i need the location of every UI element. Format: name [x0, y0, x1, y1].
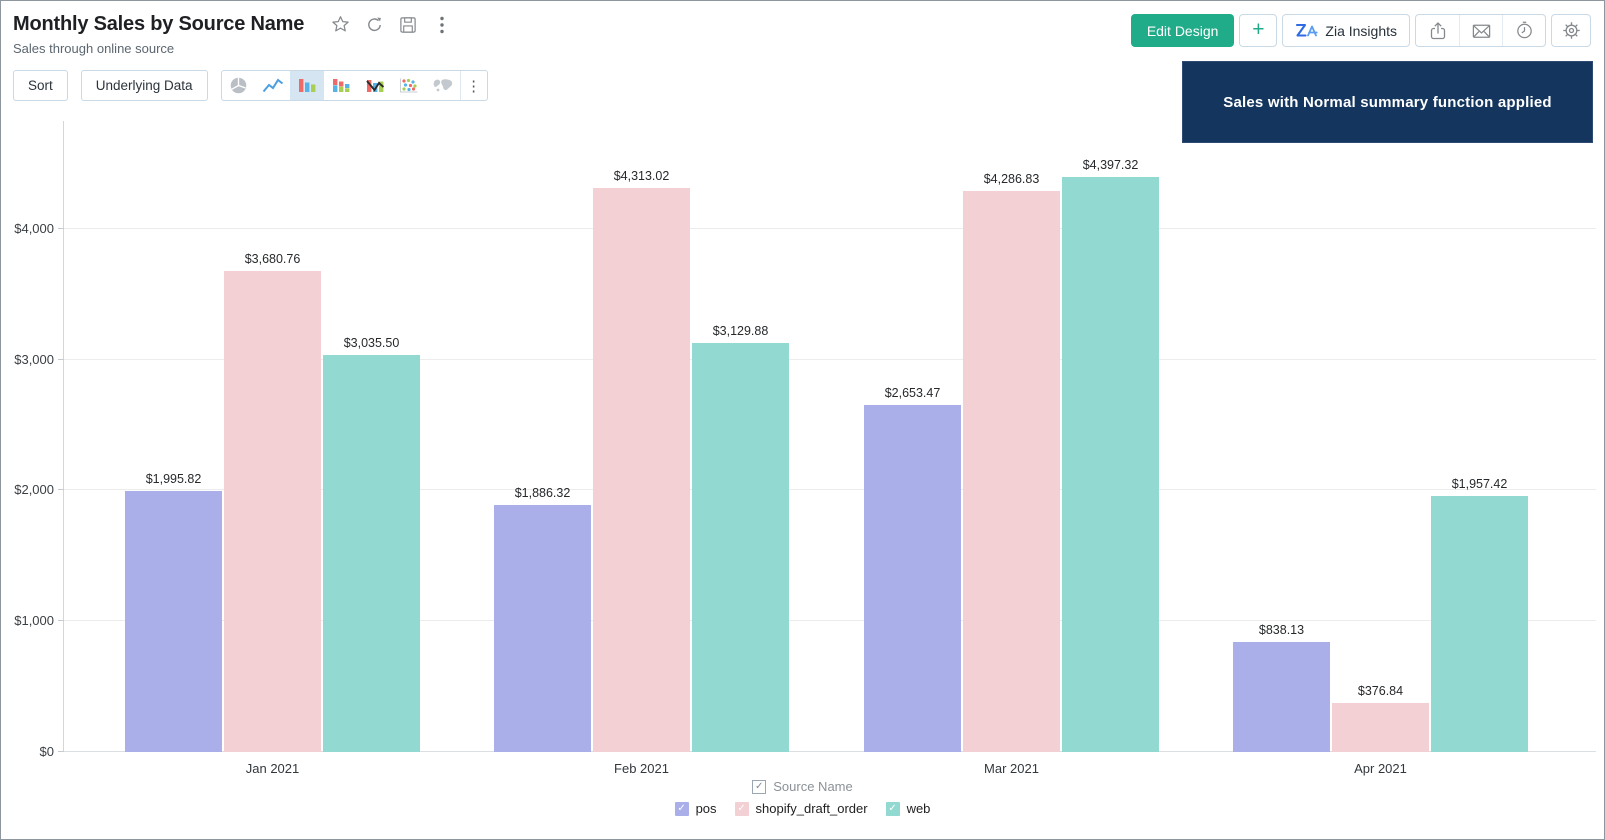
legend-label: shopify_draft_order: [755, 801, 868, 816]
favorite-star-icon[interactable]: [330, 15, 350, 35]
y-axis-tick-label: $4,000: [14, 221, 54, 236]
add-button[interactable]: +: [1239, 14, 1278, 47]
x-axis-label: Mar 2021: [984, 761, 1039, 776]
refresh-icon[interactable]: [364, 15, 384, 35]
legend-label: web: [906, 801, 931, 816]
bar-value-label: $1,995.82: [145, 472, 202, 486]
report-header: Monthly Sales by Source Name Sales throu…: [13, 13, 452, 56]
y-axis-tick: [58, 751, 64, 752]
bar-value-label: $1,957.42: [1451, 477, 1508, 491]
gridline: [64, 228, 1596, 229]
page-title: Monthly Sales by Source Name: [13, 13, 305, 35]
legend-label: pos: [695, 801, 717, 816]
y-axis-tick: [58, 359, 64, 360]
bar-value-label: $838.13: [1258, 623, 1305, 637]
bar-web[interactable]: $3,035.50: [323, 336, 420, 752]
bar-value-label: $3,129.88: [712, 324, 769, 338]
legend-checkbox-web[interactable]: ✓: [885, 801, 900, 816]
alert-schedule-icon[interactable]: [1502, 15, 1545, 46]
combination-chart-icon[interactable]: [358, 71, 392, 100]
bar-shopify_draft_order[interactable]: $3,680.76: [224, 252, 321, 752]
bar-pos[interactable]: $2,653.47: [864, 386, 961, 752]
insight-banner: Sales with Normal summary function appli…: [1182, 61, 1593, 143]
legend-checkbox-shopify_draft_order[interactable]: ✓: [734, 801, 749, 816]
x-axis-label: Apr 2021: [1354, 761, 1407, 776]
gridline: [64, 751, 1596, 752]
page-subtitle: Sales through online source: [13, 41, 175, 56]
chart-legend: ✓ Source Name ✓ pos ✓ shopify_draft_order ✓ w…: [1, 779, 1604, 816]
gridline: [64, 489, 1596, 490]
gridline: [64, 620, 1596, 621]
y-axis-tick: [58, 228, 64, 229]
y-axis-tick-label: $2,000: [14, 482, 54, 497]
zia-logo-icon: [1295, 22, 1319, 39]
x-axis-label: Feb 2021: [614, 761, 669, 776]
bar-value-label: $4,286.83: [983, 172, 1040, 186]
zia-insights-label: Zia Insights: [1325, 22, 1397, 39]
bar-pos[interactable]: $1,886.32: [494, 486, 591, 752]
bar-value-label: $4,397.32: [1082, 158, 1139, 172]
chart-toolbar: Sort Underlying Data ⋮: [13, 70, 488, 101]
bar-value-label: $3,035.50: [343, 336, 400, 350]
edit-design-button[interactable]: Edit Design: [1130, 14, 1235, 47]
bar-chart-icon[interactable]: [289, 71, 324, 100]
bar-shopify_draft_order[interactable]: $4,286.83: [963, 172, 1060, 752]
settings-gear-icon[interactable]: [1551, 14, 1591, 47]
email-icon[interactable]: [1459, 15, 1502, 46]
legend-item-web[interactable]: ✓ web: [885, 801, 931, 816]
zia-insights-button[interactable]: Zia Insights: [1282, 14, 1410, 47]
bar-group-feb-2021: $1,886.32 $4,313.02 $3,129.88: [494, 169, 789, 752]
bar-shopify_draft_order[interactable]: $376.84: [1332, 684, 1429, 752]
legend-item-pos[interactable]: ✓ pos: [674, 801, 717, 816]
plot-area: $0 $1,000 $2,000 $3,000 $4,000 $1,995.82 $3,68…: [14, 121, 1596, 776]
bar-web[interactable]: $3,129.88: [692, 324, 789, 752]
chart-type-selector: ⋮: [220, 70, 488, 101]
y-axis-tick-label: $0: [39, 744, 54, 759]
bar-value-label: $2,653.47: [884, 386, 941, 400]
bar-web[interactable]: $4,397.32: [1062, 158, 1159, 752]
bar-shopify_draft_order[interactable]: $4,313.02: [593, 169, 690, 752]
legend-title-checkbox[interactable]: ✓: [752, 779, 767, 794]
x-axis-label: Jan 2021: [245, 761, 300, 776]
line-chart-icon[interactable]: [256, 71, 290, 100]
legend-title-label: Source Name: [773, 779, 853, 794]
bar-pos[interactable]: $1,995.82: [125, 472, 222, 752]
bar-group-jan-2021: $1,995.82 $3,680.76 $3,035.50: [125, 252, 420, 752]
bar-pos[interactable]: $838.13: [1233, 623, 1330, 752]
legend-title-row[interactable]: ✓ Source Name: [752, 779, 853, 794]
y-axis-tick-label: $3,000: [14, 352, 54, 367]
save-icon[interactable]: [398, 15, 418, 35]
bar-value-label: $3,680.76: [244, 252, 301, 266]
pie-chart-icon[interactable]: [222, 71, 256, 100]
y-axis-tick-label: $1,000: [14, 613, 54, 628]
more-chart-types-icon[interactable]: ⋮: [459, 71, 487, 100]
bar-value-label: $376.84: [1357, 684, 1404, 698]
legend-checkbox-pos[interactable]: ✓: [674, 801, 689, 816]
title-more-options-icon[interactable]: [432, 15, 452, 35]
legend-items: ✓ pos ✓ shopify_draft_order ✓ web: [674, 801, 931, 816]
underlying-data-button[interactable]: Underlying Data: [80, 70, 208, 101]
insight-banner-text: Sales with Normal summary function appli…: [1223, 93, 1552, 111]
bar-web[interactable]: $1,957.42: [1431, 477, 1528, 752]
stacked-bar-chart-icon[interactable]: [324, 71, 358, 100]
bar-value-label: $4,313.02: [613, 169, 670, 183]
header-actions: Edit Design + Zia Insights: [1130, 14, 1591, 47]
bar-value-label: $1,886.32: [514, 486, 571, 500]
y-axis-tick: [58, 620, 64, 621]
header-icon-group: [1415, 14, 1546, 47]
bar-group-mar-2021: $2,653.47 $4,286.83 $4,397.32: [864, 158, 1159, 752]
legend-item-shopify_draft_order[interactable]: ✓ shopify_draft_order: [734, 801, 868, 816]
scatter-chart-icon[interactable]: [392, 71, 426, 100]
bar-group-apr-2021: $838.13 $376.84 $1,957.42: [1233, 477, 1528, 752]
sort-button[interactable]: Sort: [13, 70, 68, 101]
y-axis-tick: [58, 489, 64, 490]
share-export-icon[interactable]: [1416, 15, 1459, 46]
gridline: [64, 359, 1596, 360]
map-chart-icon[interactable]: [426, 71, 460, 100]
chart-area: $0 $1,000 $2,000 $3,000 $4,000 $1,995.82 $3,68…: [1, 111, 1604, 831]
